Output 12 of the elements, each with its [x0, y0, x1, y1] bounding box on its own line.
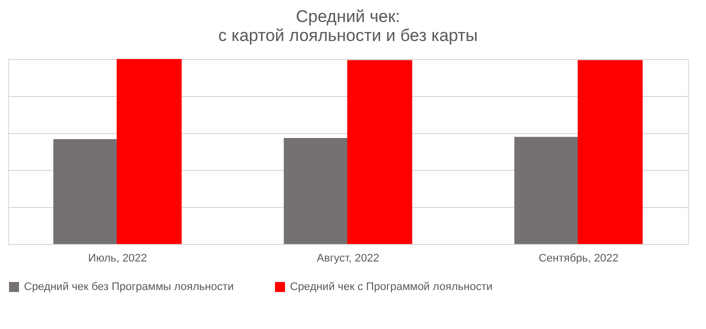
bar — [53, 139, 118, 244]
x-tick-label: Сентябрь, 2022 — [538, 252, 618, 264]
legend-label: Средний чек с Программой лояльности — [290, 281, 493, 293]
bar — [284, 138, 349, 244]
bar — [116, 59, 182, 244]
x-tick-label: Июль, 2022 — [88, 252, 147, 264]
legend-label: Средний чек без Программы лояльности — [24, 281, 234, 293]
chart-title: Средний чек: с картой лояльности и без карты — [218, 7, 478, 45]
bar — [514, 136, 580, 244]
bar — [578, 60, 643, 244]
bar — [347, 60, 412, 244]
x-tick-label: Август, 2022 — [316, 252, 380, 264]
